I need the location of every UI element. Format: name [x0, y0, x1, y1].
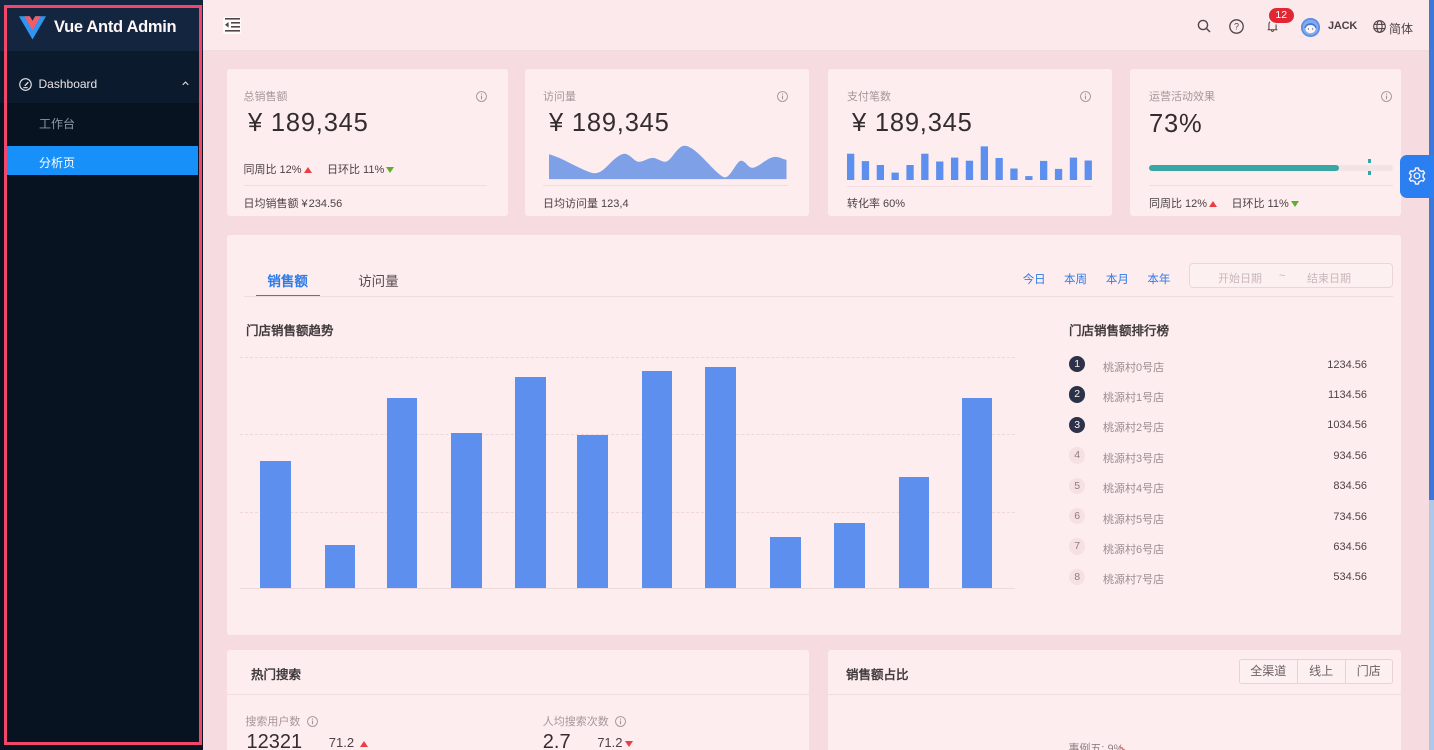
svg-text:?: ?	[1234, 22, 1239, 32]
